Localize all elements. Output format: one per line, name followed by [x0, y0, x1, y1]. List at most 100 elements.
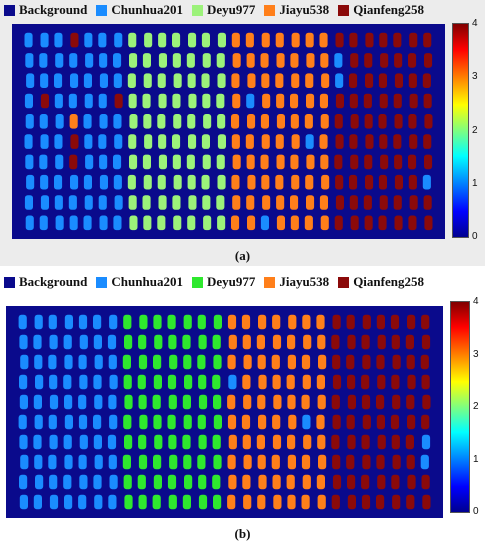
seed-qianfeng [421, 314, 430, 330]
seed-jiayu [258, 474, 267, 490]
seed-qianfeng [335, 134, 344, 149]
seed-deyu [123, 414, 132, 430]
seed-qianfeng [346, 414, 355, 430]
seed-chunhua [99, 73, 108, 88]
seed-jiayu [291, 73, 300, 88]
seed-deyu [153, 454, 162, 470]
seed-chunhua [107, 334, 117, 350]
seed-chunhua [70, 174, 79, 190]
seed-chunhua [64, 414, 73, 430]
seed-chunhua [83, 73, 92, 88]
seed-deyu [172, 154, 181, 170]
seed-jiayu [272, 414, 281, 430]
seed-deyu [138, 454, 148, 470]
seed-jiayu [288, 414, 297, 430]
seed-deyu [158, 32, 167, 48]
seed-qianfeng [394, 73, 403, 88]
seed-qianfeng [408, 154, 417, 170]
seed-chunhua [24, 93, 33, 109]
seed-deyu [138, 494, 147, 510]
seed-chunhua [26, 174, 35, 190]
seed-deyu [188, 134, 197, 149]
seed-deyu [137, 374, 146, 390]
seed-deyu [158, 154, 167, 170]
seed-chunhua [93, 334, 102, 350]
seed-chunhua [48, 454, 57, 470]
seed-qianfeng [365, 73, 374, 88]
seed-chunhua [113, 174, 122, 190]
seed-deyu [143, 215, 152, 231]
seed-chunhua [114, 195, 123, 210]
legend-label-background: Background [19, 274, 88, 289]
seed-chunhua [64, 454, 73, 470]
seed-deyu [197, 454, 206, 470]
seed-jiayu [301, 394, 310, 410]
seed-jiayu [318, 354, 327, 370]
seed-chunhua [19, 394, 28, 410]
seed-chunhua [55, 215, 64, 231]
seed-deyu [172, 195, 181, 210]
seed-deyu [124, 394, 133, 410]
seed-deyu [142, 93, 151, 109]
seed-deyu [203, 114, 212, 129]
seed-deyu [139, 414, 148, 430]
seed-qianfeng [332, 414, 341, 430]
colorbar-a [452, 23, 469, 238]
seed-chunhua [55, 114, 64, 129]
seed-deyu [173, 114, 182, 129]
seed-jiayu [316, 414, 325, 430]
seed-deyu [216, 195, 225, 210]
seed-deyu [138, 394, 147, 410]
seed-chunhua [54, 134, 63, 149]
seed-chunhua [18, 314, 27, 330]
seed-chunhua [85, 53, 94, 68]
seed-qianfeng [423, 93, 432, 109]
seed-chunhua [99, 154, 108, 170]
caption-b: (b) [234, 526, 251, 541]
seed-chunhua [78, 394, 87, 410]
seed-qianfeng [363, 195, 372, 210]
seed-jiayu [286, 374, 295, 390]
seed-jiayu [302, 314, 311, 330]
seed-jiayu [271, 354, 280, 370]
seed-qianfeng [378, 174, 387, 190]
seed-qianfeng [421, 334, 431, 350]
seed-jiayu [261, 174, 270, 190]
seed-jiayu [304, 215, 313, 231]
seed-chunhua [54, 32, 63, 48]
legend-swatch-background [4, 276, 15, 288]
seed-chunhua [54, 195, 63, 210]
seed-chunhua [40, 73, 49, 88]
seed-chunhua [54, 73, 63, 88]
seed-qianfeng [379, 195, 388, 210]
seed-jiayu [261, 134, 270, 149]
seed-deyu [187, 215, 196, 231]
seed-jiayu [306, 195, 315, 210]
seed-qianfeng [407, 414, 416, 430]
seed-deyu [186, 53, 195, 68]
seed-qianfeng [406, 394, 415, 410]
seed-qianfeng [406, 354, 415, 370]
seed-chunhua [335, 73, 344, 88]
seed-qianfeng [114, 93, 123, 109]
seed-deyu [216, 53, 225, 68]
seed-deyu [188, 195, 197, 210]
seed-jiayu [301, 354, 311, 370]
seed-deyu [139, 314, 148, 330]
seed-jiayu [257, 494, 266, 510]
legend-item-deyu977: Deyu977 [191, 2, 255, 18]
seed-chunhua [93, 374, 102, 390]
seed-qianfeng [422, 394, 431, 410]
legend-item-background: Background [4, 274, 87, 290]
seed-jiayu [246, 53, 255, 68]
seed-deyu [158, 134, 167, 149]
seed-qianfeng [347, 374, 356, 390]
seed-chunhua [99, 174, 108, 190]
seed-jiayu [262, 195, 271, 210]
seed-chunhua [39, 114, 48, 129]
colorbar-tick-3: 3 [473, 348, 479, 360]
seed-jiayu [242, 434, 251, 450]
seed-chunhua [113, 154, 122, 170]
seed-jiayu [302, 374, 311, 390]
seed-chunhua [69, 215, 78, 231]
